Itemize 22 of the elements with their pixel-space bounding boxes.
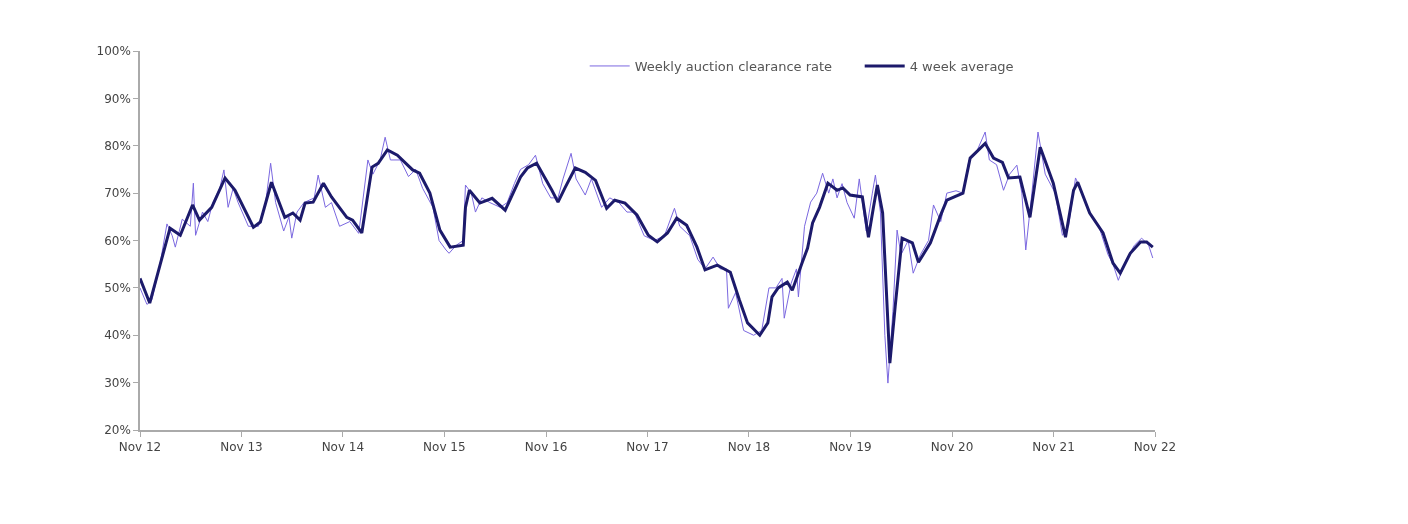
- y-tick-label: 60%: [104, 233, 131, 248]
- x-tick-label: Nov 22: [1133, 440, 1177, 455]
- y-tick-label: 50%: [104, 281, 131, 296]
- x-tick-label: Nov 15: [423, 440, 466, 455]
- y-tick-label: 20%: [104, 423, 131, 438]
- x-tick-label: Nov 13: [220, 440, 263, 455]
- x-tick-label: Nov 16: [524, 440, 568, 455]
- legend-label: Weekly auction clearance rate: [634, 59, 833, 75]
- y-tick-label: 30%: [104, 375, 131, 390]
- y-tick-label: 70%: [104, 186, 131, 201]
- y-tick-label: 100%: [96, 44, 131, 59]
- x-tick-label: Nov 17: [626, 440, 669, 455]
- y-tick-label: 40%: [104, 328, 131, 343]
- y-tick-label: 80%: [104, 138, 131, 153]
- x-tick-label: Nov 19: [829, 440, 872, 455]
- x-tick-label: Nov 18: [727, 440, 771, 455]
- x-tick-label: Nov 21: [1032, 440, 1075, 455]
- y-tick-label: 90%: [104, 91, 131, 106]
- legend-label: 4 week average: [909, 59, 1014, 75]
- x-tick-label: Nov 20: [930, 440, 974, 455]
- x-tick-label: Nov 12: [118, 440, 162, 455]
- x-tick-label: Nov 14: [321, 440, 365, 455]
